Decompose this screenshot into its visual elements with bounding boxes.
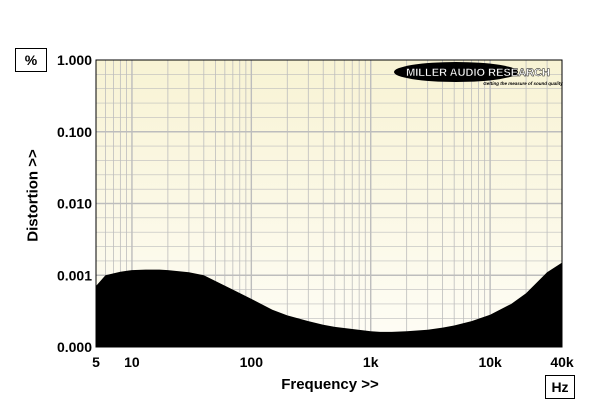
- x-axis-label: Frequency >>: [281, 376, 379, 393]
- y-axis-label: Distortion >>: [24, 149, 42, 242]
- brand-logo: MILLER AUDIO RESEARCH Getting the measur…: [394, 62, 563, 86]
- x-unit-label: Hz: [545, 375, 575, 399]
- x-tick-label: 10k: [478, 354, 502, 370]
- y-tick-label: 0.001: [57, 267, 92, 283]
- logo-ellipse: [394, 62, 518, 82]
- logo-tagline: Getting the measure of sound quality: [483, 81, 563, 86]
- y-tick-label: 1.000: [57, 52, 92, 68]
- x-tick-label: 40k: [550, 354, 574, 370]
- x-tick-label: 5: [92, 354, 100, 370]
- logo-brand-text: MILLER AUDIO RESEARCH: [406, 67, 550, 79]
- x-tick-labels: 5 10 100 1k 10k 40k: [92, 354, 574, 370]
- y-unit-label: %: [15, 48, 47, 72]
- y-tick-label: 0.000: [57, 339, 92, 355]
- y-tick-label: 0.010: [57, 196, 92, 212]
- distortion-area: [96, 262, 562, 347]
- plot-frame: [95, 59, 563, 348]
- y-tick-labels: 0.000 0.001 0.010 0.100 1.000: [57, 52, 92, 355]
- x-tick-label: 1k: [363, 354, 379, 370]
- x-tick-label: 100: [240, 354, 264, 370]
- x-tick-label: 10: [124, 354, 140, 370]
- y-tick-label: 0.100: [57, 124, 92, 140]
